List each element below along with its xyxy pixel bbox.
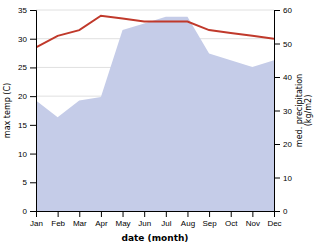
tick: 50	[274, 40, 292, 49]
tick: Dec	[267, 211, 281, 228]
tick-label: Jun	[138, 219, 151, 228]
tick-label: 60	[283, 6, 292, 15]
tick: Jun	[138, 211, 151, 228]
tick-label: 10	[18, 150, 27, 159]
tick-mark	[274, 178, 280, 179]
tick-mark	[166, 211, 167, 217]
tick: May	[115, 211, 130, 228]
tick-label: Mar	[73, 219, 87, 228]
tick-label: 25	[18, 63, 27, 72]
tick: 30	[18, 35, 36, 44]
grid	[36, 10, 274, 211]
tick-mark	[252, 211, 253, 217]
tick-label: Jan	[30, 219, 43, 228]
tick-label: 15	[18, 121, 27, 130]
grid-line	[36, 10, 274, 11]
tick: 40	[274, 73, 292, 82]
marks	[36, 16, 274, 211]
axis-line	[37, 212, 275, 218]
tick-label: 20	[18, 92, 27, 101]
tick-mark	[30, 67, 36, 68]
tick-label: 20	[283, 140, 292, 149]
chart: JanFebMarAprMayJunJulAugSepOctNovDec0510…	[0, 0, 318, 247]
tick: Aug	[181, 211, 195, 228]
tick: 0	[274, 207, 288, 216]
tick-label: 40	[283, 73, 292, 82]
tick: 35	[18, 6, 36, 15]
tick-mark	[209, 211, 210, 217]
tick-label: 30	[283, 107, 292, 116]
tick: 60	[274, 6, 292, 15]
line	[36, 16, 274, 48]
tick-mark	[274, 211, 280, 212]
tick-label: Apr	[95, 219, 108, 228]
tick-label: Oct	[225, 219, 238, 228]
tick: 10	[274, 174, 292, 183]
tick-label: 0	[283, 207, 288, 216]
tick: 20	[274, 140, 292, 149]
y2-axis: 0 10 20 30 40 50 60	[274, 6, 292, 216]
tick: 30	[274, 107, 292, 116]
tick-mark	[30, 10, 36, 11]
tick-label: 30	[18, 35, 27, 44]
tick: 15	[18, 121, 36, 130]
axis-line	[30, 11, 37, 212]
tick: Apr	[95, 211, 108, 228]
tick: 10	[18, 150, 36, 159]
tick: Mar	[73, 211, 87, 228]
tick-mark	[274, 44, 280, 45]
tick: Jul	[161, 211, 171, 228]
tick-label: 0	[23, 207, 28, 216]
tick-label: Aug	[181, 219, 195, 228]
tick-label: Sep	[202, 219, 217, 228]
tick: Nov	[246, 211, 260, 228]
tick-mark	[274, 10, 280, 11]
tick-mark	[274, 144, 280, 145]
y-axis: 0 5 10 15 20 25 30 35	[18, 6, 36, 216]
tick-mark	[30, 211, 36, 212]
tick-label: Jul	[161, 219, 171, 228]
x-axis: Jan Feb Mar Apr May Jun Jul Aug Sep Oct Nov Dec	[30, 211, 282, 228]
tick-mark	[123, 211, 124, 217]
tick-mark	[144, 211, 145, 217]
tick: Feb	[51, 211, 65, 228]
tick-label: Dec	[267, 219, 281, 228]
tick-mark	[30, 182, 36, 183]
tick-mark	[274, 77, 280, 78]
tick-label: 10	[283, 174, 292, 183]
tick: Sep	[202, 211, 217, 228]
tick-mark	[187, 211, 188, 217]
area	[36, 17, 274, 211]
tick: 5	[23, 178, 36, 187]
tick-mark	[58, 211, 59, 217]
tick: Oct	[225, 211, 238, 228]
tick-label: 35	[18, 6, 27, 15]
y-axis-title: max temp (C)	[3, 83, 12, 138]
tick-label: 5	[23, 178, 28, 187]
tick-mark	[30, 96, 36, 97]
tick-mark	[274, 111, 280, 112]
tick-mark	[30, 125, 36, 126]
tick-mark	[101, 211, 102, 217]
tick-label: Feb	[51, 219, 65, 228]
plot: JanFebMarAprMayJunJulAugSepOctNovDec0510…	[3, 6, 313, 243]
tick-label: Nov	[246, 219, 260, 228]
tick: 0	[23, 207, 36, 216]
tick-mark	[79, 211, 80, 217]
tick: Jan	[30, 211, 43, 228]
tick-mark	[30, 154, 36, 155]
tick-label: 50	[283, 40, 292, 49]
tick: 25	[18, 63, 36, 72]
tick-mark	[30, 39, 36, 40]
y2-axis-title: med. precipitation(kg/m2)	[295, 74, 313, 147]
x-axis-title: date (month)	[122, 233, 189, 243]
tick-mark	[231, 211, 232, 217]
axis-line	[275, 11, 281, 212]
tick: 20	[18, 92, 36, 101]
tick-label: May	[115, 219, 130, 228]
